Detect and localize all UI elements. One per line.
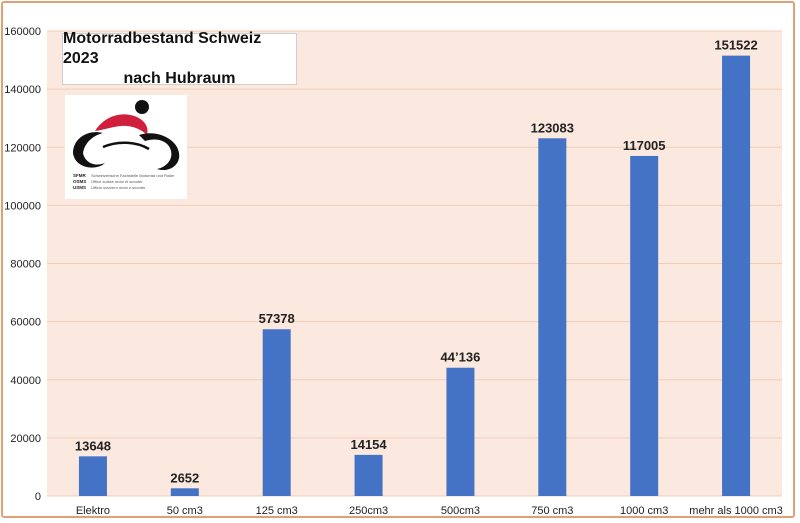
x-axis-labels: Elektro 50 cm3 125 cm3 250cm3 500cm3 750 cm3 1… bbox=[76, 505, 783, 517]
svg-text:OSMS: OSMS bbox=[73, 179, 86, 184]
bar bbox=[262, 329, 291, 496]
data-label: 14154 bbox=[350, 437, 387, 452]
y-axis-ticks: 0 20000 40000 60000 80000 100000 120000 140000 1… bbox=[4, 26, 41, 503]
x-tick-label: 1000 cm3 bbox=[620, 505, 668, 517]
bar bbox=[78, 456, 107, 496]
x-tick-label: 50 cm3 bbox=[167, 505, 203, 517]
bar bbox=[354, 454, 383, 496]
motorcycle-logo-icon: SFMR Schweizerische Fachstelle Motorrad … bbox=[73, 100, 180, 190]
data-label: 57378 bbox=[259, 311, 295, 326]
sfmr-logo: SFMR Schweizerische Fachstelle Motorrad … bbox=[65, 95, 187, 199]
svg-text:USMS: USMS bbox=[73, 185, 86, 190]
x-tick-label: 750 cm3 bbox=[531, 505, 573, 517]
bar bbox=[170, 488, 199, 496]
y-tick-label: 60000 bbox=[10, 317, 41, 329]
y-tick-label: 80000 bbox=[10, 259, 41, 271]
bar bbox=[446, 367, 475, 496]
chart-title-box: Motorradbestand Schweiz 2023 nach Hubrau… bbox=[62, 30, 297, 87]
x-tick-label: mehr als 1000 cm3 bbox=[689, 505, 783, 517]
svg-text:Office suisse moto et scooter: Office suisse moto et scooter bbox=[91, 179, 143, 184]
x-tick-label: Elektro bbox=[76, 505, 110, 517]
svg-text:Ufficio svizzero moto e scoote: Ufficio svizzero moto e scooter bbox=[91, 185, 146, 190]
data-label: 2652 bbox=[170, 470, 199, 485]
data-labels: 13648 2652 57378 14154 44’136 123083 117005 151… bbox=[75, 38, 758, 486]
y-tick-label: 140000 bbox=[4, 84, 41, 96]
data-label: 117005 bbox=[623, 138, 666, 153]
bar bbox=[538, 138, 567, 496]
y-tick-label: 40000 bbox=[10, 375, 41, 387]
svg-text:SFMR: SFMR bbox=[73, 173, 86, 178]
x-tick-label: 250cm3 bbox=[349, 505, 388, 517]
data-label: 44’136 bbox=[441, 350, 481, 365]
data-label: 13648 bbox=[75, 438, 111, 453]
y-tick-label: 0 bbox=[35, 491, 41, 503]
y-tick-label: 20000 bbox=[10, 433, 41, 445]
bar bbox=[630, 155, 659, 496]
svg-text:Schweizerische Fachstelle Moto: Schweizerische Fachstelle Motorrad und R… bbox=[91, 173, 175, 178]
x-tick-label: 125 cm3 bbox=[256, 505, 298, 517]
y-tick-label: 120000 bbox=[4, 142, 41, 154]
y-tick-label: 100000 bbox=[4, 200, 41, 212]
chart-title: Motorradbestand Schweiz 2023 bbox=[63, 30, 262, 67]
bar bbox=[722, 55, 751, 496]
bars bbox=[78, 55, 751, 496]
data-label: 123083 bbox=[531, 120, 574, 135]
data-label: 151522 bbox=[714, 38, 757, 53]
y-tick-label: 160000 bbox=[4, 26, 41, 38]
chart-subtitle: nach Hubraum bbox=[123, 70, 236, 87]
x-tick-label: 500cm3 bbox=[441, 505, 480, 517]
